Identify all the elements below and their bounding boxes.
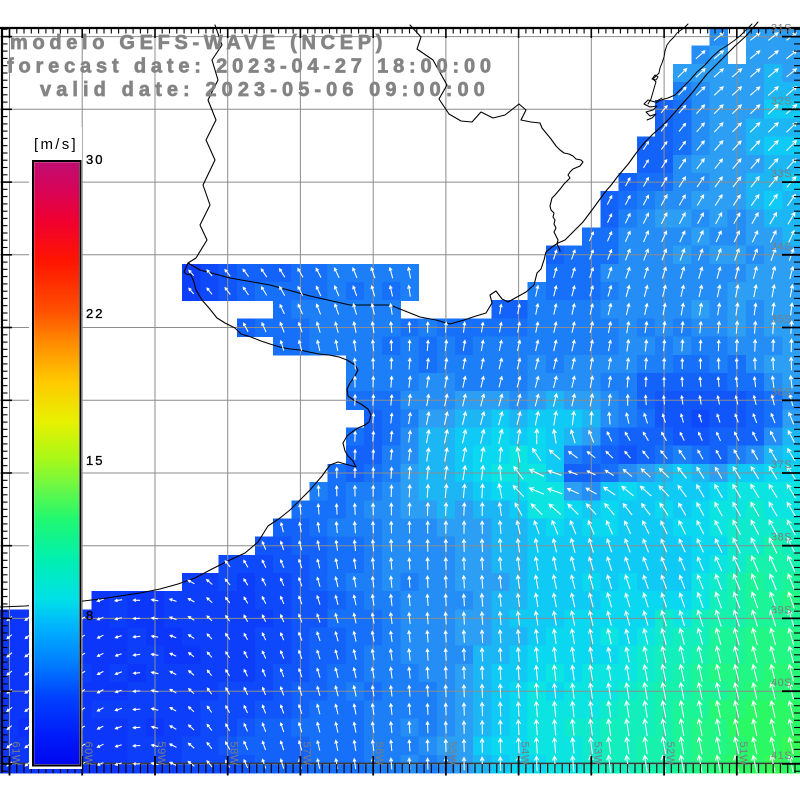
svg-text:39S: 39S (771, 604, 792, 616)
svg-text:55W: 55W (446, 742, 458, 766)
svg-text:41S: 41S (771, 750, 792, 762)
svg-text:32S: 32S (771, 95, 792, 107)
svg-text:57W: 57W (300, 742, 312, 766)
svg-text:8: 8 (86, 608, 95, 623)
svg-text:31S: 31S (771, 23, 792, 35)
svg-text:22: 22 (86, 306, 104, 321)
svg-text:forecast date: 2023-04-27 18:0: forecast date: 2023-04-27 18:00:00 (7, 56, 496, 78)
svg-text:33S: 33S (771, 168, 792, 180)
svg-text:58W: 58W (228, 742, 240, 766)
svg-text:valid date: 2023-05-06 09:00:0: valid date: 2023-05-06 09:00:00 (40, 79, 490, 101)
svg-text:54W: 54W (519, 742, 531, 766)
svg-text:61W: 61W (10, 742, 22, 766)
svg-text:53W: 53W (591, 742, 603, 766)
svg-text:37S: 37S (771, 459, 792, 471)
svg-text:15: 15 (86, 453, 104, 468)
svg-text:52W: 52W (664, 742, 676, 766)
svg-text:[m/s]: [m/s] (34, 136, 78, 153)
svg-text:35S: 35S (771, 314, 792, 326)
svg-text:modelo GEFS-WAVE (NCEP): modelo GEFS-WAVE (NCEP) (10, 32, 387, 54)
svg-text:34S: 34S (771, 241, 792, 253)
svg-text:38S: 38S (771, 532, 792, 544)
svg-text:40S: 40S (771, 677, 792, 689)
svg-text:60W: 60W (82, 742, 94, 766)
svg-text:59W: 59W (155, 742, 167, 766)
svg-text:51W: 51W (737, 742, 749, 766)
svg-text:30: 30 (86, 152, 104, 167)
svg-text:36S: 36S (771, 386, 792, 398)
svg-text:56W: 56W (373, 742, 385, 766)
